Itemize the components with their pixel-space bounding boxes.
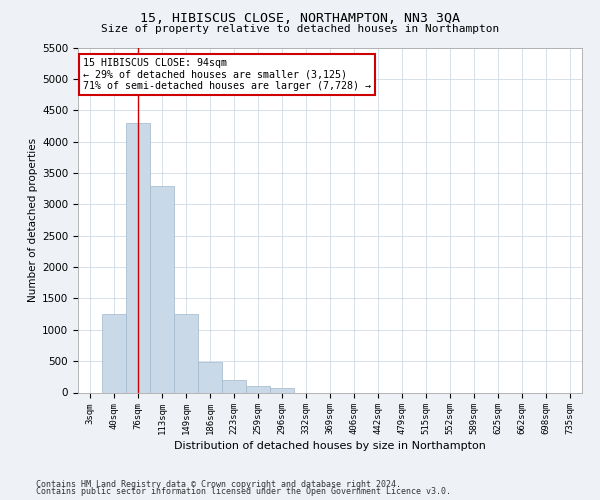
Bar xyxy=(222,380,246,392)
Bar xyxy=(126,123,150,392)
Bar xyxy=(150,186,174,392)
Bar xyxy=(246,386,270,392)
Text: Contains public sector information licensed under the Open Government Licence v3: Contains public sector information licen… xyxy=(36,488,451,496)
Bar xyxy=(102,314,126,392)
Text: Size of property relative to detached houses in Northampton: Size of property relative to detached ho… xyxy=(101,24,499,34)
Bar xyxy=(198,362,222,392)
Bar xyxy=(270,388,294,392)
Bar xyxy=(174,314,198,392)
X-axis label: Distribution of detached houses by size in Northampton: Distribution of detached houses by size … xyxy=(174,442,486,452)
Text: Contains HM Land Registry data © Crown copyright and database right 2024.: Contains HM Land Registry data © Crown c… xyxy=(36,480,401,489)
Text: 15, HIBISCUS CLOSE, NORTHAMPTON, NN3 3QA: 15, HIBISCUS CLOSE, NORTHAMPTON, NN3 3QA xyxy=(140,12,460,26)
Y-axis label: Number of detached properties: Number of detached properties xyxy=(28,138,38,302)
Text: 15 HIBISCUS CLOSE: 94sqm
← 29% of detached houses are smaller (3,125)
71% of sem: 15 HIBISCUS CLOSE: 94sqm ← 29% of detach… xyxy=(83,58,371,91)
